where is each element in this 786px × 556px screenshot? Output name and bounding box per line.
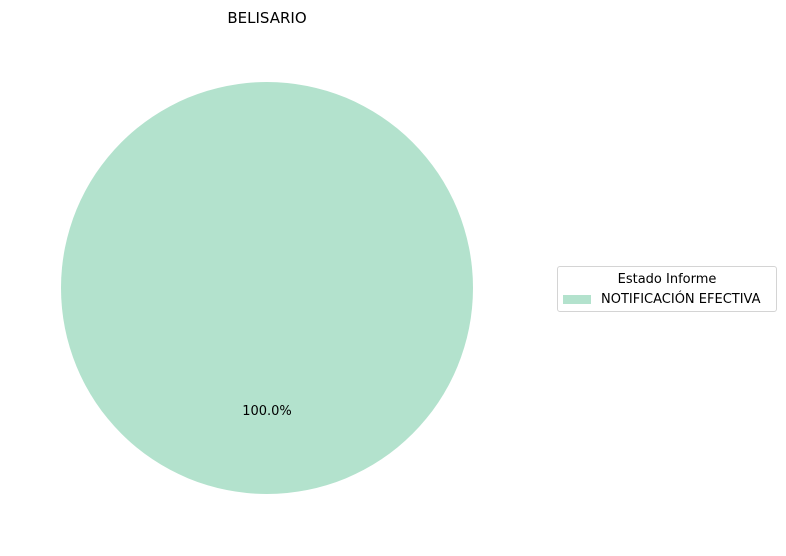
chart-title: BELISARIO — [227, 9, 307, 27]
legend-swatch — [563, 295, 591, 304]
legend-entry: NOTIFICACIÓN EFECTIVA — [563, 292, 761, 307]
legend-label: NOTIFICACIÓN EFECTIVA — [601, 292, 761, 307]
slice-percent-label: 100.0% — [242, 404, 292, 419]
legend: Estado Informe NOTIFICACIÓN EFECTIVA — [557, 266, 777, 312]
legend-title: Estado Informe — [617, 272, 717, 287]
pie-slice — [61, 82, 473, 494]
